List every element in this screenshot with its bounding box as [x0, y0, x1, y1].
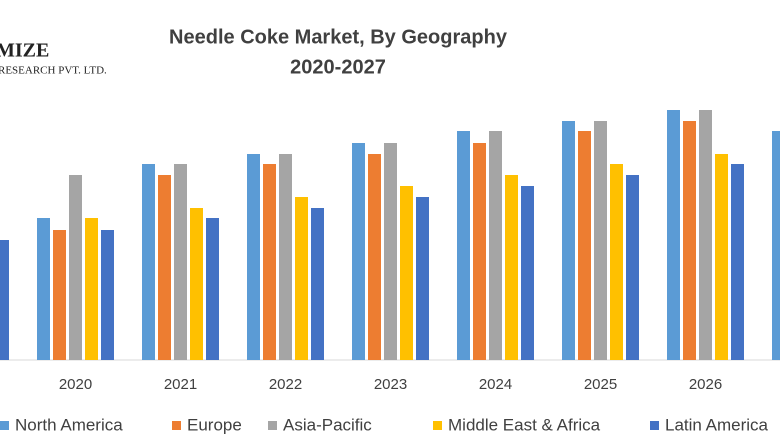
bar [85, 218, 98, 360]
legend-swatch [433, 421, 442, 430]
bar [190, 208, 203, 360]
bar [457, 131, 470, 360]
bar [295, 197, 308, 360]
legend-label: North America [15, 415, 123, 434]
bar [142, 164, 155, 360]
legend-label: Latin America [665, 415, 769, 434]
x-tick-label: 2020 [59, 376, 92, 393]
bar [400, 186, 413, 360]
bar [174, 164, 187, 360]
bar [0, 240, 9, 360]
bar [731, 164, 744, 360]
logo-name: MIZE [0, 40, 49, 62]
bar [53, 230, 66, 360]
bar [69, 175, 82, 360]
bar [263, 164, 276, 360]
bar [772, 131, 780, 360]
bar [416, 197, 429, 360]
bar [311, 208, 324, 360]
x-tick-label: 2021 [164, 376, 197, 393]
bar [206, 218, 219, 360]
chart-title: Needle Coke Market, By Geography [169, 26, 508, 48]
bar [489, 131, 502, 360]
legend-label: Europe [187, 415, 242, 434]
x-tick-label: 2023 [374, 376, 407, 393]
x-tick-label: 2026 [689, 376, 722, 393]
bar [279, 154, 292, 360]
logo-subtitle: RESEARCH PVT. LTD. [0, 65, 107, 77]
bar [158, 175, 171, 360]
bar [37, 218, 50, 360]
bar [384, 143, 397, 360]
bar [699, 110, 712, 360]
legend-label: Middle East & Africa [448, 415, 601, 434]
legend-label: Asia-Pacific [283, 415, 372, 434]
legend-swatch [650, 421, 659, 430]
bar [368, 154, 381, 360]
bar [101, 230, 114, 360]
x-tick-label: 2024 [479, 376, 512, 393]
legend-swatch [172, 421, 181, 430]
chart-subtitle: 2020-2027 [290, 56, 386, 78]
x-tick-label: 2022 [269, 376, 302, 393]
legend-swatch [0, 421, 9, 430]
bar [247, 154, 260, 360]
bar [683, 121, 696, 360]
bar [715, 154, 728, 360]
bar [521, 186, 534, 360]
bar [505, 175, 518, 360]
bar [594, 121, 607, 360]
bar [578, 131, 591, 360]
bar [473, 143, 486, 360]
bar [352, 143, 365, 360]
bar [562, 121, 575, 360]
bar [626, 175, 639, 360]
bar [667, 110, 680, 360]
bar [610, 164, 623, 360]
legend-swatch [268, 421, 277, 430]
x-tick-label: 2025 [584, 376, 617, 393]
